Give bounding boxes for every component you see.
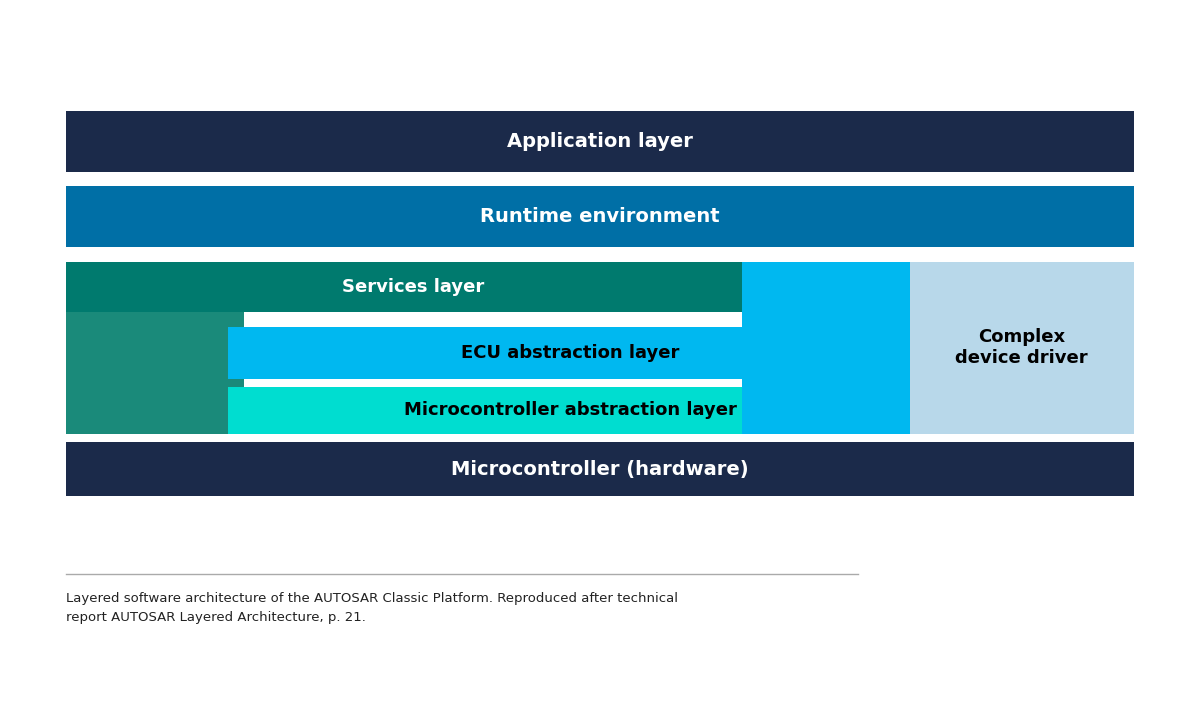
- FancyBboxPatch shape: [228, 327, 912, 379]
- FancyBboxPatch shape: [910, 262, 1134, 434]
- FancyBboxPatch shape: [66, 111, 1134, 172]
- Text: Runtime environment: Runtime environment: [480, 207, 720, 227]
- Text: Layered software architecture of the AUTOSAR Classic Platform. Reproduced after : Layered software architecture of the AUT…: [66, 592, 678, 624]
- FancyBboxPatch shape: [66, 186, 1134, 247]
- FancyBboxPatch shape: [742, 262, 913, 434]
- Text: Services layer: Services layer: [342, 277, 484, 296]
- Text: Microcontroller abstraction layer: Microcontroller abstraction layer: [403, 402, 737, 419]
- Text: ECU abstraction layer: ECU abstraction layer: [461, 343, 679, 362]
- FancyBboxPatch shape: [228, 387, 912, 434]
- Text: Complex
device driver: Complex device driver: [955, 328, 1088, 367]
- FancyBboxPatch shape: [66, 262, 244, 434]
- Text: Microcontroller (hardware): Microcontroller (hardware): [451, 460, 749, 479]
- FancyBboxPatch shape: [66, 442, 1134, 496]
- FancyBboxPatch shape: [66, 262, 760, 312]
- Text: Application layer: Application layer: [508, 132, 692, 151]
